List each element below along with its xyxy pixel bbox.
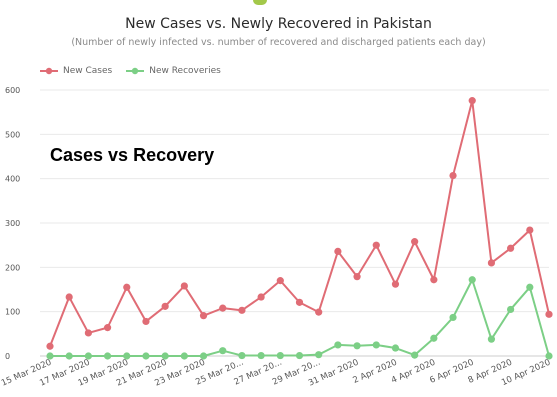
logo-fragment	[253, 0, 267, 5]
y-tick-label: 200	[5, 263, 20, 272]
data-point-new-recoveries	[238, 351, 246, 360]
data-point-new-recoveries	[65, 352, 73, 360]
data-point-new-recoveries	[219, 347, 227, 355]
data-point-new-cases	[430, 276, 438, 284]
chart-title: New Cases vs. Newly Recovered in Pakista…	[125, 16, 432, 32]
data-point-new-cases	[238, 306, 246, 314]
chart-annotation: Cases vs Recovery	[50, 145, 215, 165]
data-point-new-cases	[487, 259, 496, 267]
data-point-new-cases	[161, 302, 169, 310]
data-point-new-recoveries	[372, 341, 380, 349]
data-point-new-cases	[257, 293, 265, 301]
data-point-new-recoveries	[411, 351, 419, 359]
data-point-new-recoveries	[449, 313, 457, 322]
data-point-new-cases	[123, 283, 131, 291]
data-point-new-recoveries	[161, 352, 169, 360]
legend-swatch-new-cases	[40, 67, 58, 75]
chart-subtitle: (Number of newly infected vs. number of …	[71, 37, 486, 48]
data-point-new-cases	[219, 304, 227, 312]
data-point-new-recoveries	[276, 351, 284, 360]
legend-item-new-recoveries[interactable]: New Recoveries	[126, 66, 221, 76]
data-point-new-cases	[295, 298, 304, 306]
data-point-new-recoveries	[46, 352, 54, 360]
legend-label-new-recoveries: New Recoveries	[149, 66, 221, 76]
y-tick-label: 500	[5, 130, 20, 139]
data-point-new-cases	[411, 238, 419, 246]
data-point-new-recoveries	[142, 352, 150, 360]
data-point-new-recoveries	[526, 283, 534, 291]
data-point-new-cases	[372, 241, 380, 249]
data-point-new-cases	[103, 324, 112, 332]
data-point-new-recoveries	[507, 305, 515, 314]
data-point-new-recoveries	[103, 352, 112, 360]
data-point-new-cases	[276, 277, 284, 285]
legend-label-new-cases: New Cases	[63, 66, 113, 76]
data-point-new-recoveries	[353, 342, 361, 350]
data-point-new-recoveries	[391, 344, 400, 352]
data-point-new-cases	[46, 342, 54, 350]
y-tick-label: 0	[5, 352, 10, 361]
data-point-new-recoveries	[295, 351, 304, 360]
data-point-new-cases	[65, 293, 73, 301]
data-point-new-cases	[468, 97, 476, 105]
y-tick-label: 100	[5, 308, 20, 317]
data-point-new-recoveries	[199, 352, 208, 360]
data-point-new-recoveries	[315, 351, 323, 359]
chart-legend: New Cases New Recoveries	[40, 66, 235, 76]
y-tick-label: 600	[5, 86, 20, 95]
data-point-new-cases	[334, 247, 342, 255]
data-point-new-cases	[391, 280, 400, 288]
data-point-new-cases	[180, 282, 188, 290]
data-point-new-cases	[507, 244, 515, 252]
data-point-new-recoveries	[545, 352, 553, 360]
data-point-new-cases	[353, 273, 361, 281]
data-point-new-recoveries	[430, 334, 438, 342]
data-point-new-recoveries	[123, 352, 131, 360]
data-point-new-recoveries	[257, 351, 265, 360]
data-point-new-recoveries	[180, 352, 188, 360]
data-point-new-cases	[142, 317, 150, 326]
legend-item-new-cases[interactable]: New Cases	[40, 66, 112, 76]
data-point-new-recoveries	[487, 335, 496, 343]
data-point-new-recoveries	[84, 352, 92, 360]
data-point-new-cases	[526, 226, 534, 234]
data-point-new-cases	[449, 171, 457, 180]
data-point-new-cases	[545, 310, 553, 318]
data-point-new-cases	[199, 312, 208, 320]
data-point-new-cases	[315, 308, 323, 316]
data-point-new-cases	[84, 329, 92, 337]
legend-swatch-new-recoveries	[126, 67, 145, 75]
data-point-new-recoveries	[468, 276, 476, 284]
data-point-new-recoveries	[334, 341, 342, 349]
y-tick-label: 400	[5, 175, 20, 184]
y-tick-label: 300	[5, 219, 20, 228]
